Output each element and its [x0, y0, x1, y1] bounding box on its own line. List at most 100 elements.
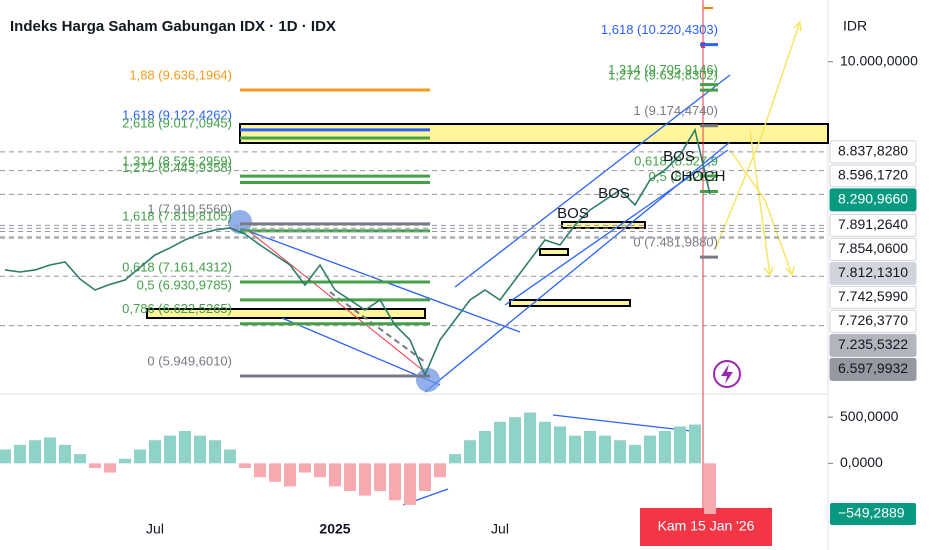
histogram-bar	[584, 431, 596, 464]
fib-label: 0,5 (8.328,2	[649, 169, 718, 184]
histogram-bar	[164, 435, 176, 464]
price-tag: 7.742,5990	[838, 288, 908, 304]
price-tag: 8.837,8280	[838, 143, 908, 159]
histogram-bar	[689, 424, 701, 464]
price-tag-bg	[829, 357, 917, 381]
histogram-bar	[404, 463, 416, 505]
price-line	[4, 127, 711, 377]
histogram-bar	[494, 421, 506, 464]
price-tag: 7.891,2640	[838, 216, 908, 232]
crosshair-label-bg	[640, 508, 772, 546]
histogram-bar	[464, 440, 476, 464]
y2-tick-label: 0,0000	[840, 454, 883, 470]
histogram-bar	[674, 426, 686, 464]
histogram-bar	[629, 444, 641, 464]
fib-label: 1,272 (9.634,8302)	[608, 68, 718, 83]
histogram-bar	[179, 431, 191, 464]
histogram-bar	[344, 463, 356, 491]
price-tag: 7.854,0600	[838, 240, 908, 256]
histogram-bar	[449, 454, 461, 464]
histogram-bar	[254, 463, 266, 478]
fib-label: 1,618 (10.220,4303)	[601, 22, 718, 37]
demand-zone	[539, 248, 569, 256]
histogram-bar	[134, 449, 146, 464]
histogram-bar	[539, 421, 551, 464]
histogram-bar	[29, 440, 41, 464]
chart-title: Indeks Harga Saham Gabungan IDX · 1D · I…	[10, 18, 336, 35]
fib-label: 1,272 (8.443,9358)	[122, 160, 232, 175]
histogram-bar	[224, 449, 236, 464]
histogram-bar	[239, 463, 251, 468]
price-tag-bg	[829, 140, 917, 164]
x-tick-label: 2025	[319, 521, 350, 537]
supply-zone	[239, 123, 829, 144]
histogram-bar	[614, 440, 626, 464]
price-tag-bg	[829, 237, 917, 261]
histogram-bar	[329, 463, 341, 487]
fib-label: 0 (5.949,6010)	[147, 353, 232, 368]
histogram-bar	[359, 463, 371, 496]
histogram-bar	[44, 437, 56, 464]
price-tag-bg	[829, 188, 917, 212]
fib-label: 1 (7.910,5560)	[147, 201, 232, 216]
histogram-bar	[389, 463, 401, 501]
price-tag: 7.726,3770	[838, 312, 908, 328]
crosshair-label: Kam 15 Jan '26	[658, 518, 755, 534]
x-tick-label: Jul	[491, 521, 509, 537]
price-tag: 8.290,9660	[838, 191, 908, 207]
histogram-bar	[659, 431, 671, 464]
histogram-bar	[284, 463, 296, 487]
histogram-bar	[14, 444, 26, 464]
structure-label: BOS	[663, 148, 695, 165]
price-tag-bg	[829, 164, 917, 188]
histogram-bar	[149, 440, 161, 464]
fib-label: 1,314 (8.526,2959)	[122, 154, 232, 169]
histogram-bar	[104, 463, 116, 473]
fib-label: 1,88 (9.636,1964)	[129, 67, 232, 82]
histogram-bar	[554, 426, 566, 464]
price-tag: 8.596,1720	[838, 167, 908, 183]
fib-label: 0,618 (7.161,4312)	[122, 259, 232, 274]
price-tag-bg	[829, 309, 917, 333]
price-tag-bg	[829, 213, 917, 237]
histogram-bar	[524, 412, 536, 464]
demand-zone	[146, 308, 426, 319]
currency: IDR	[843, 18, 867, 34]
trendline	[249, 231, 426, 373]
structure-label: CHOCH	[671, 168, 726, 185]
histogram-bar	[209, 440, 221, 464]
histogram-bar	[59, 444, 71, 464]
histogram-bar	[269, 463, 281, 482]
histogram-bar	[644, 435, 656, 464]
y2-tick-label: 500,0000	[840, 408, 899, 424]
price-tag: 7.235,5322	[838, 336, 908, 352]
histogram-bar	[599, 435, 611, 464]
histogram-bar	[509, 417, 521, 464]
fib-label: 1 (9.174,4740)	[633, 103, 718, 118]
fib-label: 0,618 (8.527,9	[634, 153, 718, 168]
event-icon-glyph	[721, 364, 733, 384]
fib-label: 0,5 (6.930,9785)	[137, 277, 232, 292]
histogram-bar	[704, 463, 716, 515]
fib-label: 1,314 (9.705,9146)	[608, 62, 718, 77]
value-tag: −549,2889	[838, 505, 905, 521]
histogram-bar	[74, 454, 86, 464]
histogram-bar	[569, 435, 581, 464]
price-tag-bg	[829, 261, 917, 285]
histogram-bar	[194, 435, 206, 464]
fib-label: 0,786 (6.622,5265)	[122, 301, 232, 316]
x-tick-label: Jul	[146, 521, 164, 537]
price-tag: 6.597,9932	[838, 360, 908, 376]
value-tag-bg	[830, 503, 916, 526]
histogram-bar	[479, 431, 491, 464]
histogram-bar	[299, 463, 311, 473]
histogram-bar	[314, 463, 326, 478]
y-tick-label: 10.000,0000	[840, 52, 918, 68]
structure-label: BOS	[557, 205, 589, 222]
fib-label: 1,618 (7.819,8105)	[122, 208, 232, 223]
price-tag-bg	[829, 285, 917, 309]
trendlines	[239, 74, 731, 506]
pivot-marker	[416, 368, 440, 392]
fib-label: 1,618 (9.122,4262)	[122, 107, 232, 122]
